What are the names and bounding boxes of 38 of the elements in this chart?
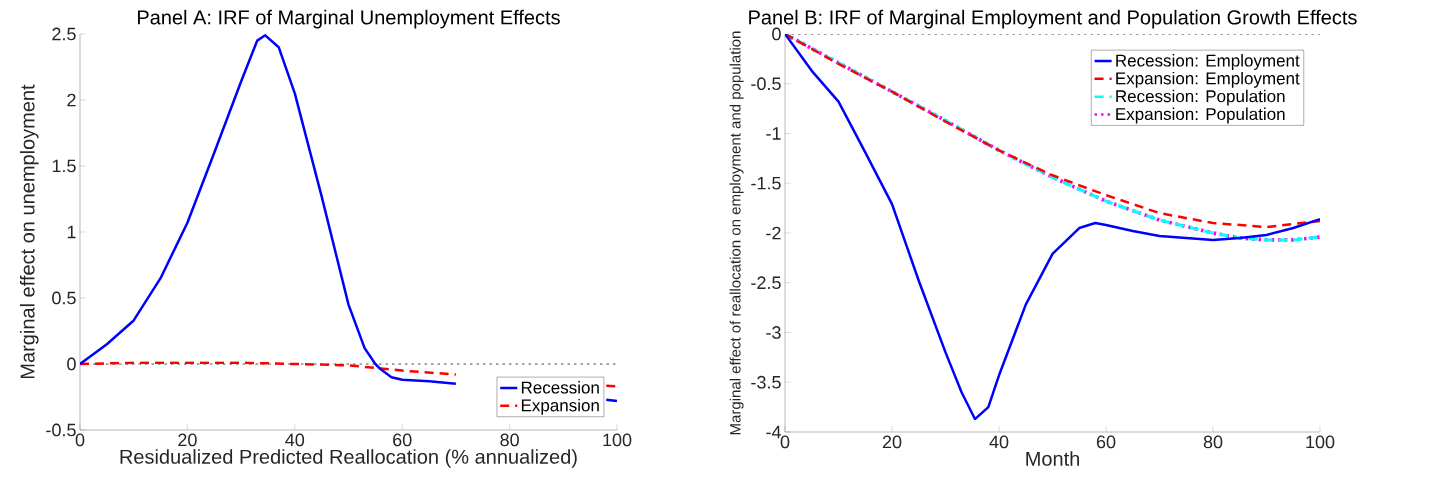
- y-tick-label: 2: [67, 93, 76, 107]
- legend-label: Recession: Employment: [1116, 54, 1300, 70]
- y-tick-label: -1.5: [751, 176, 781, 190]
- chart-title: Panel A: IRF of Marginal Unemployment Effects: [138, 9, 560, 29]
- y-tick-label: -0.5: [751, 77, 781, 91]
- y-tick-label: -1: [766, 127, 781, 140]
- x-axis-title: Month: [1026, 451, 1079, 466]
- y-tick-label: -3.5: [751, 375, 781, 389]
- x-tick-label: 0: [780, 435, 790, 449]
- y-tick-label: -0.5: [46, 423, 76, 437]
- legend-label: Expansion: Employment: [1116, 71, 1300, 88]
- x-tick-label: 60: [1096, 435, 1116, 449]
- y-tick-label: 1.5: [52, 159, 76, 173]
- y-tick-label: 2.5: [52, 27, 76, 41]
- x-tick-label: 20: [178, 433, 197, 447]
- legend-label: Expansion: Population: [1116, 107, 1285, 124]
- x-tick-label: 100: [1306, 435, 1335, 449]
- x-tick-label: 100: [603, 433, 632, 447]
- x-tick-label: 20: [882, 435, 902, 449]
- x-tick-label: 40: [285, 433, 305, 447]
- y-tick-label: 0: [67, 357, 76, 371]
- x-tick-label: 80: [1203, 435, 1223, 449]
- y-tick-label: -2.5: [751, 276, 781, 290]
- x-tick-label: 40: [989, 435, 1009, 449]
- y-tick-label: 0.5: [52, 291, 76, 305]
- y-tick-label: -4: [766, 425, 781, 439]
- legend-label: Recession: Population: [1116, 89, 1285, 106]
- x-axis-title: Residualized Predicted Reallocation (% annualized): [120, 449, 577, 468]
- y-tick-label: 0: [772, 27, 781, 41]
- y-tick-label: -2: [766, 226, 781, 240]
- y-axis-title: Marginal effect on unemployment: [19, 84, 39, 379]
- legend-label: Expansion: [521, 398, 599, 415]
- y-tick-label: -3: [766, 326, 781, 339]
- series-label: Recession: [521, 381, 599, 394]
- x-tick-label: 60: [393, 433, 412, 447]
- y-axis-title: Marginal effect of reallocation on employment and population: [729, 31, 744, 435]
- x-tick-label: 80: [500, 433, 519, 447]
- y-tick-label: 1: [67, 225, 76, 239]
